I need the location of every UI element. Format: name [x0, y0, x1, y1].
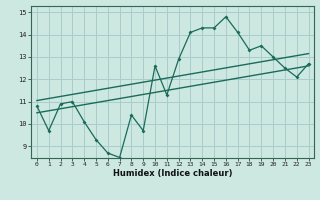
X-axis label: Humidex (Indice chaleur): Humidex (Indice chaleur): [113, 169, 233, 178]
